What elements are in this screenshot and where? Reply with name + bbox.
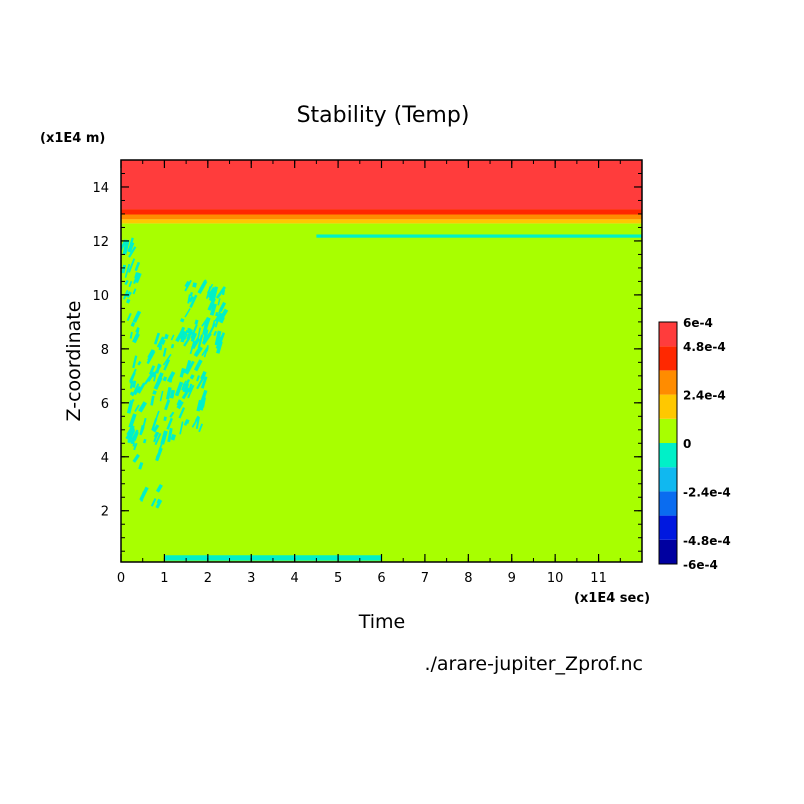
- x-tick-label: 6: [377, 571, 385, 586]
- negative-patch-5: [139, 484, 163, 509]
- contour-band-1: [121, 219, 642, 224]
- colorbar-swatch: [659, 418, 677, 443]
- colorbar-swatch: [659, 467, 677, 492]
- colorbar-swatch: [659, 394, 677, 419]
- negative-patch-1: [125, 322, 148, 470]
- x-tick-label: 10: [547, 571, 564, 586]
- x-tick-label: 4: [291, 571, 299, 586]
- colorbar-swatch: [659, 346, 677, 371]
- y-tick-label: 4: [101, 451, 109, 466]
- contour-band-0: [121, 223, 642, 562]
- chart-title: Stability (Temp): [297, 103, 470, 128]
- y-tick-label: 12: [92, 235, 109, 250]
- colorbar-swatch: [659, 515, 677, 540]
- contour-band-3: [121, 209, 642, 215]
- x-tick-label: 11: [590, 571, 607, 586]
- x-unit-label: (x1E4 sec): [574, 591, 650, 606]
- y-axis: 2 4 6 8 10 12 14: [92, 159, 642, 552]
- contour-band-4: [121, 160, 642, 210]
- y-unit-label: (x1E4 m): [40, 131, 105, 146]
- x-tick-label: 7: [421, 571, 429, 586]
- y-tick-label: 14: [92, 181, 109, 196]
- y-axis-label: Z-coordinate: [63, 301, 85, 422]
- colorbar-swatch: [659, 370, 677, 395]
- negative-patch-7: [316, 234, 642, 238]
- negative-patch-4: [184, 279, 229, 356]
- y-tick-label: 6: [101, 397, 109, 412]
- x-tick-label: 0: [117, 571, 125, 586]
- colorbar-label: 0: [683, 437, 691, 451]
- colorbar-swatch: [659, 322, 677, 347]
- colorbar-frame: [658, 321, 678, 565]
- y-tick-label: 2: [101, 505, 109, 520]
- colorbar-label: 6e-4: [683, 316, 713, 330]
- source-file-label: ./arare-jupiter_Zprof.nc: [424, 653, 643, 675]
- x-tick-label: 9: [508, 571, 516, 586]
- x-axis: 0 1 2 3 4 5 6 7 8 9 10 11: [117, 160, 643, 586]
- plot-area: [121, 160, 642, 562]
- x-tick-label: 3: [247, 571, 255, 586]
- colorbar-label: 2.4e-4: [683, 389, 726, 403]
- colorbar-label: -2.4e-4: [683, 485, 731, 499]
- negative-patch-0: [121, 237, 142, 323]
- x-axis-label: Time: [358, 611, 406, 633]
- negative-patch-3: [174, 317, 210, 435]
- colorbar-swatch: [659, 491, 677, 516]
- negative-patch-2: [144, 332, 177, 462]
- colorbar-swatch: [659, 443, 677, 468]
- x-tick-label: 5: [334, 571, 342, 586]
- y-tick-label: 10: [92, 289, 109, 304]
- x-tick-label: 2: [204, 571, 212, 586]
- colorbar-label: -4.8e-4: [683, 534, 731, 548]
- negative-patch-6: [164, 555, 382, 561]
- x-tick-label: 8: [464, 571, 472, 586]
- contour-band-2: [121, 214, 642, 220]
- x-tick-label: 1: [160, 571, 168, 586]
- y-tick-label: 8: [101, 343, 109, 358]
- colorbar: 6e-4 4.8e-4 2.4e-4 0 -2.4e-4 -4.8e-4 -6e-4: [658, 316, 731, 572]
- colorbar-label: -6e-4: [683, 558, 718, 572]
- colorbar-label: 4.8e-4: [683, 340, 726, 354]
- colorbar-swatch: [659, 539, 677, 564]
